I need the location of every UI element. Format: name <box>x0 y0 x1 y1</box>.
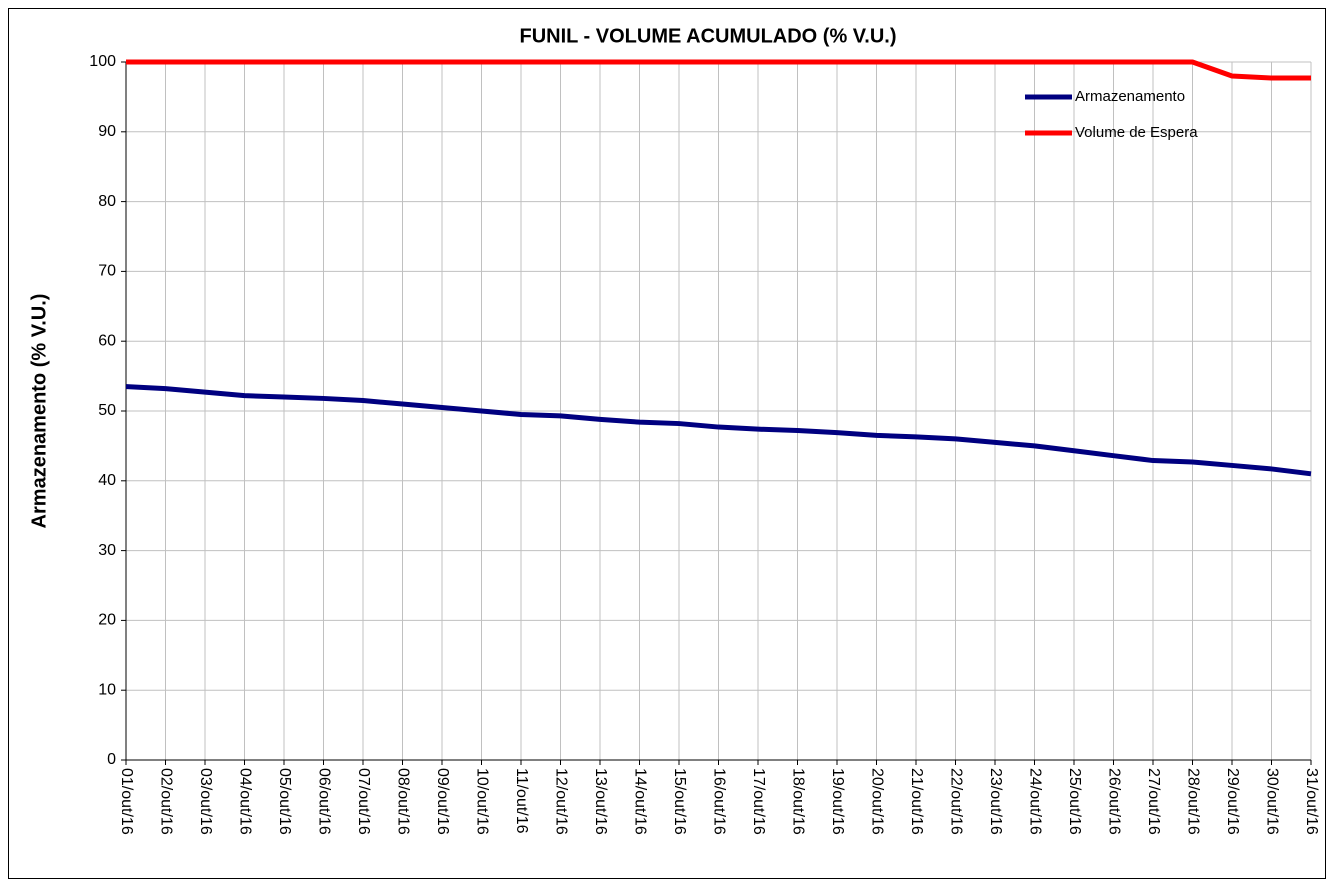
y-tick-label: 80 <box>98 193 116 210</box>
x-tick-label: 28/out/16 <box>1184 768 1201 835</box>
x-tick-label: 21/out/16 <box>908 768 925 835</box>
x-tick-label: 16/out/16 <box>710 768 727 835</box>
x-tick-label: 12/out/16 <box>552 768 569 835</box>
legend-label: Volume de Espera <box>1075 124 1198 141</box>
y-tick-label: 0 <box>107 751 116 768</box>
x-tick-label: 13/out/16 <box>592 768 609 835</box>
y-tick-label: 30 <box>98 542 116 559</box>
x-tick-label: 23/out/16 <box>987 768 1004 835</box>
x-tick-label: 14/out/16 <box>631 768 648 835</box>
x-tick-label: 20/out/16 <box>868 768 885 835</box>
y-tick-label: 10 <box>98 681 116 698</box>
y-tick-label: 40 <box>98 472 116 489</box>
x-tick-label: 09/out/16 <box>434 768 451 835</box>
x-tick-label: 26/out/16 <box>1105 768 1122 835</box>
x-tick-label: 05/out/16 <box>276 768 293 835</box>
y-tick-label: 100 <box>89 53 116 70</box>
x-tick-label: 11/out/16 <box>513 768 530 834</box>
y-tick-label: 60 <box>98 332 116 349</box>
x-tick-label: 25/out/16 <box>1066 768 1083 835</box>
y-tick-label: 50 <box>98 402 116 419</box>
chart-title: FUNIL - VOLUME ACUMULADO (% V.U.) <box>519 25 896 47</box>
chart-border <box>8 8 1326 879</box>
x-tick-label: 22/out/16 <box>947 768 964 835</box>
x-tick-label: 08/out/16 <box>394 768 411 835</box>
x-tick-label: 18/out/16 <box>789 768 806 835</box>
x-tick-label: 02/out/16 <box>157 768 174 835</box>
y-tick-label: 90 <box>98 123 116 140</box>
x-tick-label: 03/out/16 <box>197 768 214 835</box>
x-tick-label: 06/out/16 <box>315 768 332 835</box>
x-tick-label: 10/out/16 <box>473 768 490 835</box>
x-tick-label: 24/out/16 <box>1026 768 1043 835</box>
x-tick-label: 17/out/16 <box>750 768 767 835</box>
x-tick-label: 27/out/16 <box>1145 768 1162 835</box>
x-tick-label: 30/out/16 <box>1263 768 1280 835</box>
x-tick-label: 07/out/16 <box>355 768 372 835</box>
y-tick-label: 70 <box>98 263 116 280</box>
x-tick-label: 15/out/16 <box>671 768 688 835</box>
x-tick-label: 04/out/16 <box>236 768 253 835</box>
legend-label: Armazenamento <box>1075 88 1185 105</box>
y-axis-label: Armazenamento (% V.U.) <box>28 294 50 529</box>
x-tick-label: 19/out/16 <box>829 768 846 835</box>
x-tick-label: 01/out/16 <box>118 768 135 835</box>
series-line <box>126 59 1311 81</box>
y-tick-label: 20 <box>98 612 116 629</box>
x-tick-label: 31/out/16 <box>1303 768 1320 835</box>
series-line <box>125 384 1312 477</box>
x-tick-label: 29/out/16 <box>1224 768 1241 835</box>
